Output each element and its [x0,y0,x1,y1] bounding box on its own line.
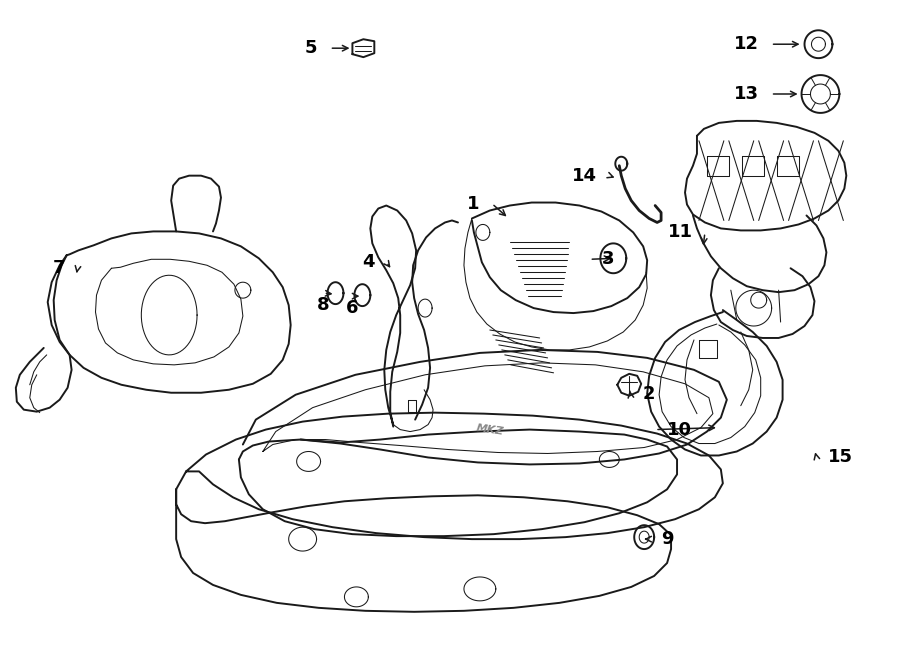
Text: 13: 13 [734,85,759,103]
Text: 12: 12 [734,35,759,53]
Text: 8: 8 [317,296,329,314]
Text: 5: 5 [305,39,318,58]
Text: 14: 14 [572,167,598,184]
Text: 6: 6 [346,299,359,317]
Text: 1: 1 [467,194,480,213]
Text: 9: 9 [662,530,673,548]
Text: MKZ: MKZ [475,422,504,436]
Text: 10: 10 [667,420,692,439]
Text: 4: 4 [362,253,374,271]
Text: 3: 3 [601,251,614,268]
Text: 7: 7 [53,259,66,277]
Text: 11: 11 [668,223,693,241]
Text: 2: 2 [643,385,654,403]
Text: 15: 15 [828,448,853,467]
